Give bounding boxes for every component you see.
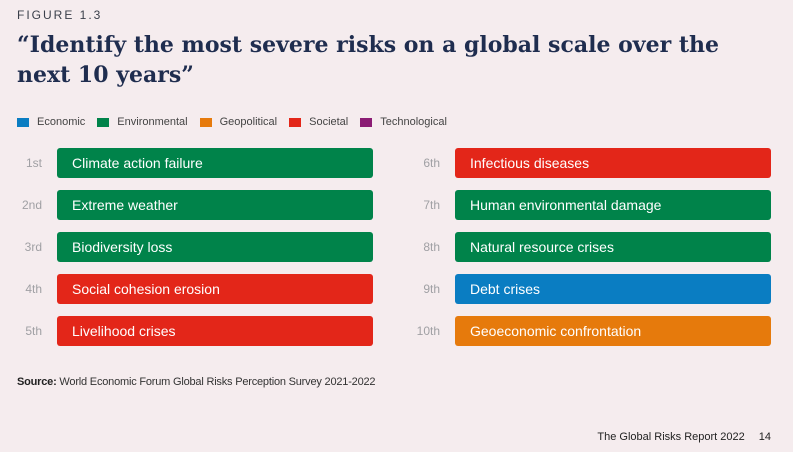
risk-bar: Livelihood crises [57,316,373,346]
legend-label: Economic [37,116,86,128]
legend-swatch [199,117,212,127]
source-text: World Economic Forum Global Risks Percep… [56,376,376,388]
risk-bar: Biodiversity loss [57,232,373,262]
rank-label: 6th [423,156,440,170]
risk-bar: Geoeconomic confrontation [455,316,771,346]
rank-label: 2nd [21,198,42,212]
risk-bar: Human environmental damage [455,190,771,220]
rank-label: 9th [423,282,440,296]
legend-item-technological: Technological [360,116,447,128]
source-note: Source: World Economic Forum Global Risk… [17,376,376,388]
legend-label: Technological [380,116,447,128]
legend-item-societal: Societal [289,116,348,128]
legend-swatch [289,117,302,127]
page-number: 14 [758,431,771,443]
risk-bar: Climate action failure [57,148,373,178]
rank-label: 4th [25,282,42,296]
footer: The Global Risks Report 2022 14 [597,431,771,443]
rank-label: 3rd [24,240,42,254]
legend-item-environmental: Environmental [97,116,188,128]
report-title: The Global Risks Report 2022 [597,431,745,443]
rank-label: 5th [25,324,42,338]
legend: Economic Environmental Geopolitical Societa… [17,116,459,128]
chart-title: “Identify the most severe risks on a glo… [17,32,719,88]
rank-label: 8th [423,240,440,254]
figure-label: FIGURE 1.3 [17,8,103,22]
legend-item-geopolitical: Geopolitical [199,116,278,128]
rank-label: 1st [25,156,42,170]
legend-swatch [17,117,29,127]
risk-bar: Natural resource crises [455,232,771,262]
legend-swatch [97,117,110,127]
rank-label: 10th [416,324,440,338]
risk-bar: Social cohesion erosion [57,274,373,304]
risk-bar: Extreme weather [57,190,373,220]
legend-label: Environmental [117,116,188,128]
risk-bar: Infectious diseases [455,148,771,178]
legend-item-economic: Economic [17,116,85,128]
legend-label: Geopolitical [219,116,278,128]
risk-bar: Debt crises [455,274,771,304]
source-label: Source: [17,376,57,388]
legend-label: Societal [309,116,349,128]
rank-label: 7th [423,198,440,212]
legend-swatch [360,117,373,127]
